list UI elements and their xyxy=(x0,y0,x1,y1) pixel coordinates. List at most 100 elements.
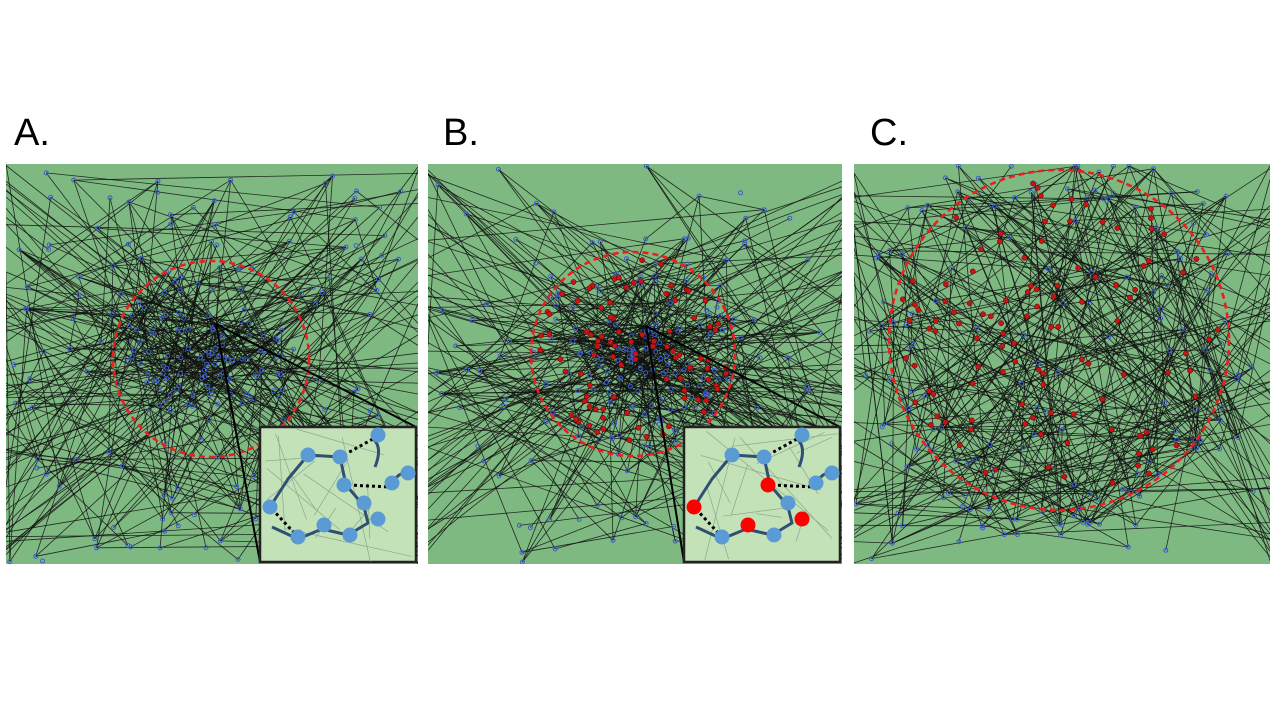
network-node xyxy=(882,421,888,426)
core-node xyxy=(1033,286,1040,293)
network-node xyxy=(570,305,576,310)
inset-crosslink xyxy=(343,433,381,457)
network-node xyxy=(225,357,231,363)
network-node xyxy=(597,288,603,294)
network-edge xyxy=(428,197,727,261)
network-edge xyxy=(1087,523,1129,548)
network-node xyxy=(547,517,553,522)
network-node xyxy=(607,399,613,405)
network-edge xyxy=(441,393,652,407)
core-node xyxy=(942,419,949,426)
network-node xyxy=(543,419,549,425)
network-edge xyxy=(204,350,265,377)
network-edge xyxy=(1130,350,1171,493)
inset-bead xyxy=(370,511,386,527)
network-node xyxy=(1072,164,1078,169)
network-node xyxy=(594,503,600,508)
network-edge xyxy=(884,423,975,460)
network-node xyxy=(516,522,522,528)
network-edge xyxy=(1221,388,1270,409)
network-edge xyxy=(428,460,484,488)
network-node xyxy=(214,242,220,248)
network-edge xyxy=(854,441,1005,535)
network-node xyxy=(1012,195,1017,201)
network-edge xyxy=(921,210,1075,485)
network-edge xyxy=(684,220,842,408)
network-edge xyxy=(906,317,1161,468)
network-edge xyxy=(646,165,842,304)
network-node xyxy=(217,265,222,271)
core-node xyxy=(559,290,566,297)
inset-bead xyxy=(300,447,316,463)
network-node xyxy=(163,312,169,318)
network-node xyxy=(496,166,501,172)
network-node xyxy=(887,248,892,254)
network-edge xyxy=(943,474,1159,499)
core-node xyxy=(1145,258,1152,264)
network-node xyxy=(35,456,41,462)
network-edge xyxy=(45,172,212,391)
network-edge xyxy=(1074,165,1136,209)
network-edge xyxy=(967,197,1220,450)
network-node xyxy=(323,180,328,186)
network-node xyxy=(805,387,811,393)
network-node xyxy=(258,348,264,354)
network-edge xyxy=(428,238,685,551)
network-edge xyxy=(69,348,221,542)
core-node xyxy=(573,416,579,423)
network-node xyxy=(1207,366,1213,372)
network-edge xyxy=(921,210,1063,526)
network-edge xyxy=(909,347,1005,535)
network-node xyxy=(167,392,173,398)
network-edge xyxy=(854,491,1090,495)
network-edge xyxy=(18,249,180,386)
network-node xyxy=(129,354,135,360)
network-node xyxy=(1007,234,1013,240)
network-edge xyxy=(994,205,1049,270)
network-edge xyxy=(646,165,842,468)
network-node xyxy=(279,386,285,392)
network-node xyxy=(1010,517,1015,522)
network-edge xyxy=(156,323,217,381)
network-edge xyxy=(215,175,333,325)
core-node xyxy=(1132,286,1138,293)
core-node xyxy=(677,375,684,381)
core-node xyxy=(581,398,588,405)
network-edge xyxy=(626,258,842,360)
network-node xyxy=(185,326,191,332)
network-edge xyxy=(1236,233,1270,380)
core-node xyxy=(978,246,984,253)
network-edge xyxy=(906,466,1018,535)
core-node xyxy=(997,238,1003,245)
network-edge xyxy=(883,301,1270,541)
network-edge xyxy=(428,308,602,360)
core-node xyxy=(997,230,1004,237)
core-node xyxy=(1193,256,1200,262)
network-edge xyxy=(6,197,52,487)
inset-faint-edge xyxy=(296,428,385,456)
network-edge xyxy=(945,177,1270,343)
network-edge xyxy=(1194,439,1270,511)
network-edge xyxy=(428,273,617,395)
inset-bead xyxy=(824,465,840,481)
network-edge xyxy=(924,311,1270,397)
network-edge xyxy=(645,325,715,414)
network-edge xyxy=(156,380,173,499)
network-edge xyxy=(554,523,647,550)
network-node xyxy=(914,446,919,452)
network-node xyxy=(22,306,28,312)
network-edge xyxy=(428,364,669,414)
panel-a-network xyxy=(6,164,418,564)
network-node xyxy=(1177,256,1183,262)
network-node xyxy=(552,546,558,552)
network-node xyxy=(643,164,649,169)
core-node xyxy=(714,386,721,392)
network-node xyxy=(1158,306,1164,312)
core-node xyxy=(649,343,656,350)
network-edge xyxy=(437,184,842,412)
network-node xyxy=(1165,282,1170,288)
network-edge xyxy=(744,243,842,305)
core-node xyxy=(998,320,1004,326)
network-node xyxy=(212,361,218,367)
network-node xyxy=(976,175,981,181)
